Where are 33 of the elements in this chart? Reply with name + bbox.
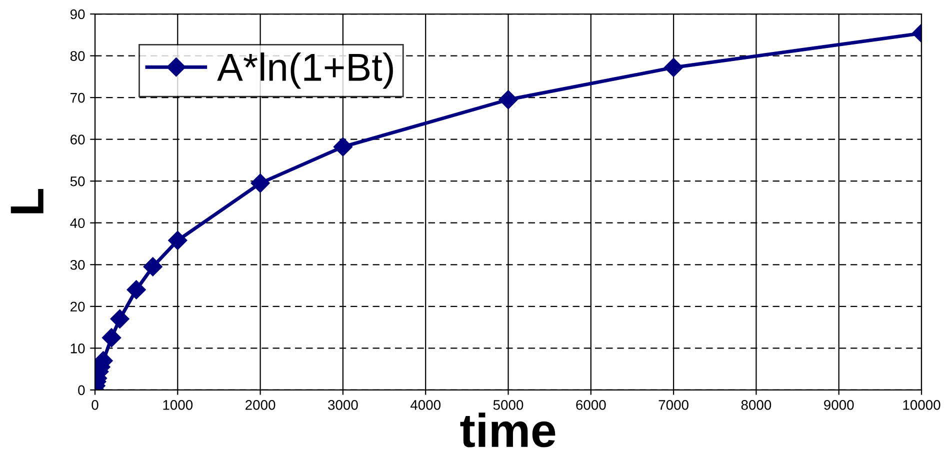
x-tick-label: 0: [92, 400, 98, 410]
x-axis-title: time: [460, 412, 556, 448]
point: [498, 90, 518, 110]
point: [110, 309, 130, 328]
y-tick-label: 40: [70, 218, 85, 228]
point: [664, 58, 684, 78]
x-tick-label: 8000: [741, 400, 772, 410]
y-tick-label: 70: [70, 92, 85, 103]
y-tick-label: 0: [78, 385, 85, 396]
x-tick-label: 9000: [824, 400, 854, 410]
y-axis-title: L: [10, 189, 44, 214]
point: [126, 280, 146, 300]
y-tick-label: 10: [70, 344, 85, 354]
legend-label: A*ln(1+Bt): [217, 52, 393, 89]
y-tick-label: 20: [70, 302, 85, 312]
point: [102, 328, 122, 348]
y-tick-label: 60: [70, 134, 85, 144]
x-tick-label: 1000: [163, 400, 193, 410]
x-tick-label: 3000: [328, 400, 358, 410]
point: [168, 230, 188, 250]
x-tick-label: 7000: [658, 400, 688, 410]
point: [333, 137, 352, 156]
x-tick-label: 4000: [410, 400, 441, 410]
x-tick-label: 5000: [493, 400, 524, 410]
point: [143, 257, 162, 276]
y-tick-label: 90: [70, 9, 85, 20]
x-tick-label: 6000: [576, 400, 606, 410]
y-tick-label: 30: [70, 260, 85, 270]
x-tick-label: 2000: [246, 400, 276, 410]
point: [250, 174, 270, 193]
y-tick-label: 50: [70, 176, 85, 186]
y-tick-label: 80: [70, 51, 85, 61]
x-tick-label: 10000: [903, 400, 940, 410]
